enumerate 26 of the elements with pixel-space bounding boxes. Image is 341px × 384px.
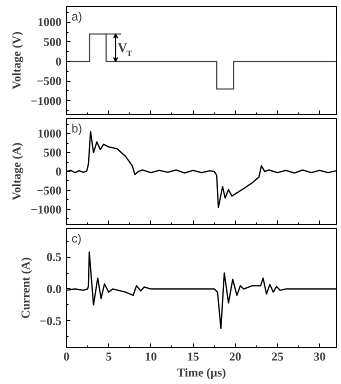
x-tick-label: 5	[106, 350, 112, 364]
x-axis-title: Time (µs)	[176, 366, 226, 380]
y-tick-label: 0	[56, 54, 62, 68]
y-tick-label: −0.5	[40, 314, 62, 328]
y-tick-label: 0	[56, 164, 62, 178]
y-axis-title: Current (A)	[18, 257, 33, 319]
y-tick-label: 0.5	[46, 250, 62, 264]
x-tick-label: 10	[144, 350, 157, 364]
x-tick-label: 30	[314, 350, 326, 364]
y-tick-label: −1000	[30, 202, 62, 216]
y-tick-label: 500	[44, 34, 62, 49]
y-tick-label: 1000	[38, 126, 62, 141]
chart-title: c)	[72, 232, 82, 246]
y-axis-title: Voltage (A)	[10, 142, 24, 200]
y-tick-label: −1000	[30, 94, 62, 108]
y-tick-label: 1000	[38, 15, 62, 30]
y-tick-label: 500	[44, 146, 62, 160]
y-tick-label: −500	[36, 74, 62, 88]
chart-title: b)	[72, 122, 82, 136]
x-tick-label: 15	[187, 350, 200, 364]
x-tick-label: 20	[229, 350, 242, 364]
y-axis-title: Voltage (V)	[10, 32, 24, 90]
x-tick-label: 25	[271, 350, 284, 364]
y-tick-label: −500	[36, 183, 62, 198]
chart-title: a)	[72, 10, 82, 24]
y-tick-label: 0.0	[46, 282, 62, 296]
